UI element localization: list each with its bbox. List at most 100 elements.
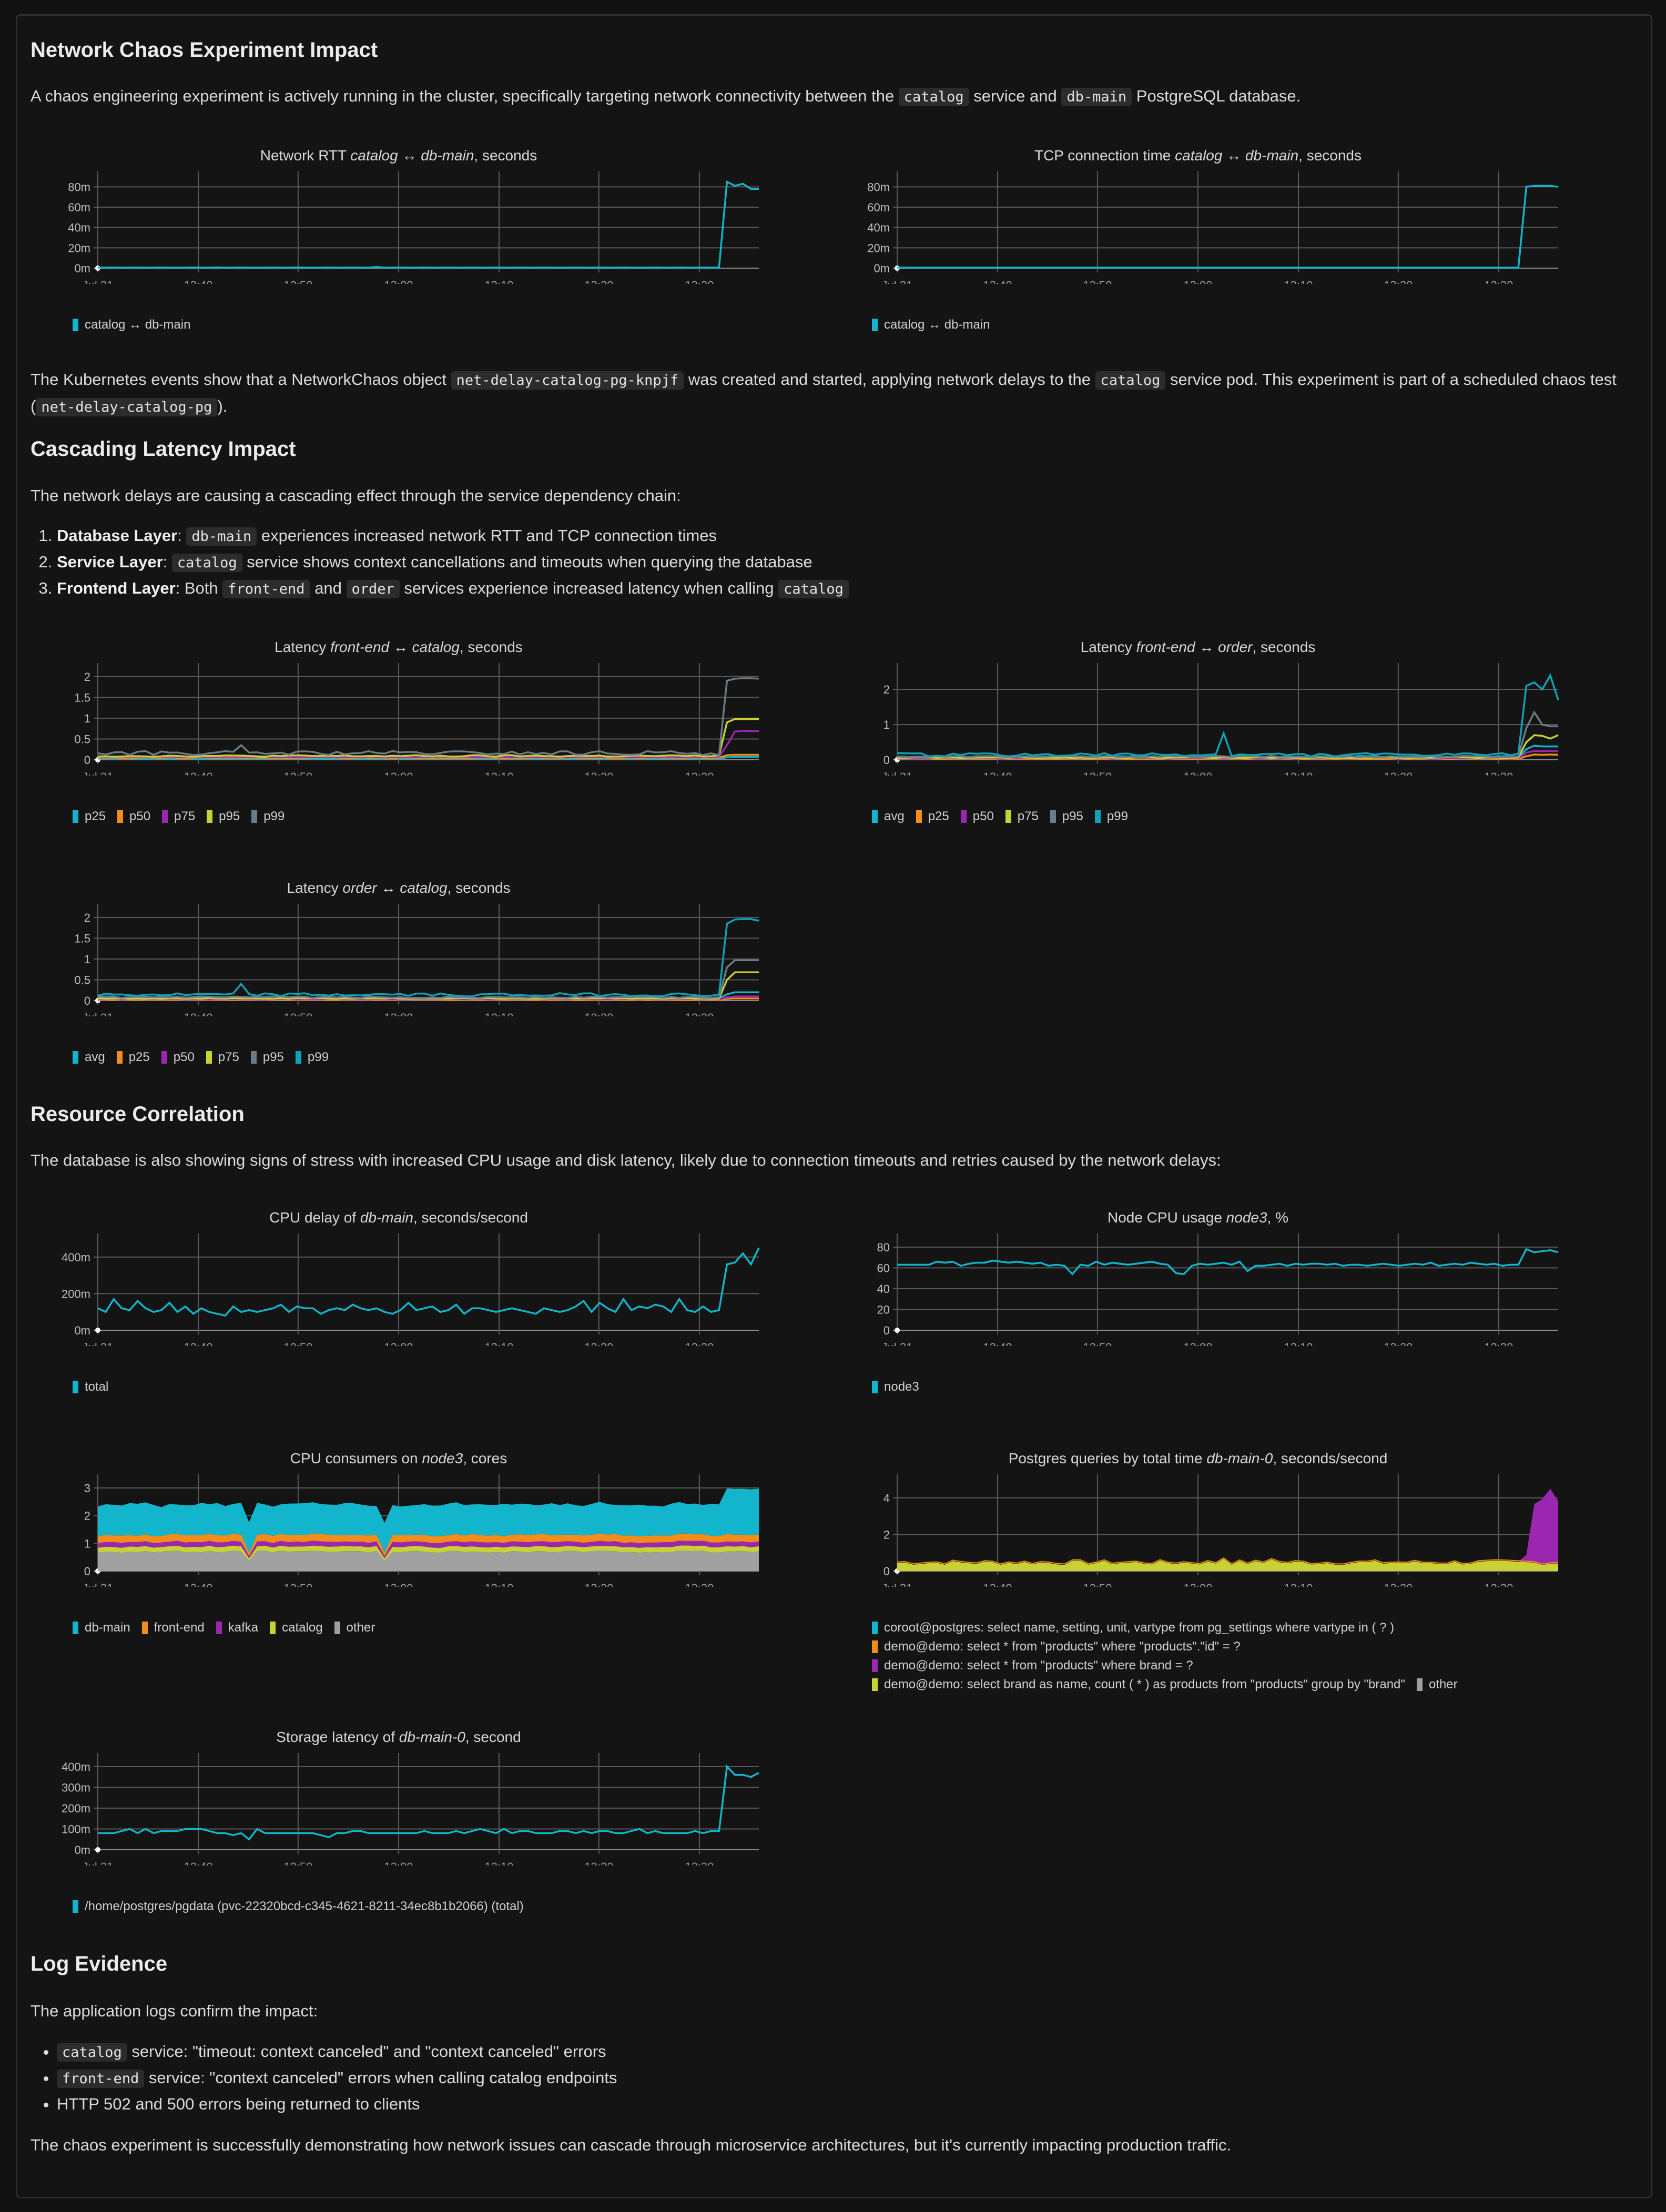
legend-label: node3 [884,1380,919,1394]
x-tick-label: 13:10 [1284,1582,1313,1587]
legend-label: p25 [128,1050,150,1064]
legend-item[interactable]: p75 [1005,807,1039,826]
x-tick-label: 12:40 [184,279,213,284]
legend-item[interactable]: demo@demo: select brand as name, count (… [872,1675,1405,1694]
legend-item[interactable]: catalog ↔ db-main [872,315,990,334]
chart-legend[interactable]: catalog ↔ db-main [73,315,202,334]
series-line-p99 [97,918,759,997]
chart-plot: 0 2 4 Jul 31 12:40 12:50 13:00 13:10 13:20 13:30 [882,1474,1559,1587]
legend-item[interactable]: demo@demo: select * from "products" wher… [872,1637,1241,1656]
x-tick-label: 13:20 [584,770,613,776]
x-tick-label: 12:50 [283,1341,312,1346]
y-tick-label: 2 [883,683,890,696]
y-tick-label: 0m [74,1324,90,1337]
list-item: Database Layer: db-main experiences incr… [57,523,849,549]
chart-title: Network RTT catalog ↔ db-main, seconds [260,147,537,164]
legend-item[interactable]: p50 [161,1048,195,1067]
x-tick-label: 13:10 [484,1582,513,1587]
legend-label: p99 [263,809,285,823]
y-tick-label: 2 [883,1528,890,1541]
x-tick-label: 13:00 [384,1011,413,1016]
x-tick-label: 12:40 [184,1582,213,1587]
chart-plot: 0 1 2 Jul 31 12:40 12:50 13:00 13:10 13:20 13:30 [882,663,1559,776]
chart-legend[interactable]: /home/postgres/pgdata (pvc-22320bcd-c345… [73,1897,535,1916]
y-tick-label: 1.5 [74,932,90,945]
x-tick-label: Jul 31 [882,1341,913,1346]
legend-item[interactable]: p50 [960,807,994,826]
legend-item[interactable]: db-main [73,1618,130,1637]
chart-legend[interactable]: catalog ↔ db-main [872,315,1001,334]
chart-legend[interactable]: db-main front-end kafka catalog other [73,1618,387,1637]
legend-item[interactable]: p99 [1094,807,1128,826]
legend-item[interactable]: catalog [270,1618,323,1637]
series-line-p95 [97,718,759,758]
legend-item[interactable]: kafka [216,1618,258,1637]
legend-label: p75 [1017,809,1039,823]
y-tick-label: 1.5 [74,691,90,704]
x-tick-label: 12:50 [283,1582,312,1587]
legend-swatch [1050,810,1056,823]
legend-item[interactable]: demo@demo: select * from "products" wher… [872,1656,1193,1675]
x-tick-label: 12:40 [184,770,213,776]
chart-title: CPU delay of db-main, seconds/second [269,1209,528,1226]
legend-item[interactable]: other [1416,1675,1458,1694]
x-tick-label: 13:30 [685,1341,714,1346]
chart-legend[interactable]: avg p25 p50 p75 p95 p99 [872,807,1140,826]
legend-item[interactable]: p75 [162,807,195,826]
cascading-list: Database Layer: db-main experiences incr… [31,523,849,602]
x-tick-label: Jul 31 [83,1341,114,1346]
legend-item[interactable]: p95 [1050,807,1083,826]
legend-swatch [1094,810,1101,823]
chart-legend[interactable]: p25 p50 p75 p95 p99 [73,807,296,826]
y-tick-label: 60m [867,201,890,214]
conclusion-paragraph: The chaos experiment is successfully dem… [31,2136,1232,2154]
legend-item[interactable]: /home/postgres/pgdata (pvc-22320bcd-c345… [73,1897,524,1916]
chart-plot: 0m 200m 400m Jul 31 12:40 12:50 13:00 13:10 13:2… [62,1234,760,1346]
legend-item[interactable]: p99 [295,1048,329,1067]
legend-item[interactable]: p95 [207,807,240,826]
x-tick-label: 13:00 [1183,279,1212,284]
legend-item[interactable]: coroot@postgres: select name, setting, u… [872,1618,1394,1637]
legend-item[interactable]: p99 [251,807,285,826]
list-item: Frontend Layer: Both front-end and order… [57,576,849,602]
legend-item[interactable]: p95 [250,1048,284,1067]
chart-legend[interactable]: total [73,1378,120,1396]
legend-item[interactable]: p25 [116,1048,150,1067]
chart-legend[interactable]: coroot@postgres: select name, setting, u… [872,1618,1556,1694]
y-tick-label: 80m [68,180,90,193]
list-item: HTTP 502 and 500 errors being returned t… [57,2092,617,2117]
legend-swatch [116,1051,123,1064]
legend-item[interactable]: p25 [916,807,949,826]
resource-intro: The database is also showing signs of st… [31,1151,1221,1169]
x-tick-label: 13:20 [584,1011,613,1016]
x-tick-label: 13:00 [384,770,413,776]
list-item: catalog service: "timeout: context cance… [57,2039,617,2065]
legend-item[interactable]: front-end [141,1618,205,1637]
y-tick-label: 20 [877,1303,890,1316]
chart-plot: 0 0.5 1 1.5 2 Jul 31 12:40 12:50 13:00 13:10 13:20… [74,663,759,776]
legend-item[interactable]: catalog ↔ db-main [73,315,190,334]
x-tick-label: 12:50 [1083,279,1112,284]
code-catalog: catalog [1095,371,1166,390]
area-db-main [98,1488,759,1553]
chart-legend[interactable]: node3 [872,1378,931,1396]
legend-item[interactable]: node3 [872,1378,919,1396]
x-tick-label: 13:10 [484,770,513,776]
legend-item[interactable]: avg [73,1048,105,1067]
legend-label: p95 [219,809,240,823]
y-tick-label: 0 [883,753,890,767]
legend-item[interactable]: avg [872,807,905,826]
legend-item[interactable]: other [334,1618,375,1637]
chart-legend[interactable]: avg p25 p50 p75 p95 p99 [73,1048,340,1067]
legend-swatch [295,1051,301,1064]
y-tick-label: 80 [877,1241,890,1254]
x-tick-label: 13:00 [1183,1341,1212,1346]
legend-item[interactable]: p75 [206,1048,239,1067]
y-tick-label: 0m [74,262,90,275]
legend-item[interactable]: p25 [73,807,106,826]
series-line-catalog-db-main [897,185,1559,269]
legend-item[interactable]: p50 [117,807,150,826]
legend-item[interactable]: total [73,1378,108,1396]
series-line-catalog-db-main [98,180,759,269]
legend-label: p99 [1106,809,1128,823]
